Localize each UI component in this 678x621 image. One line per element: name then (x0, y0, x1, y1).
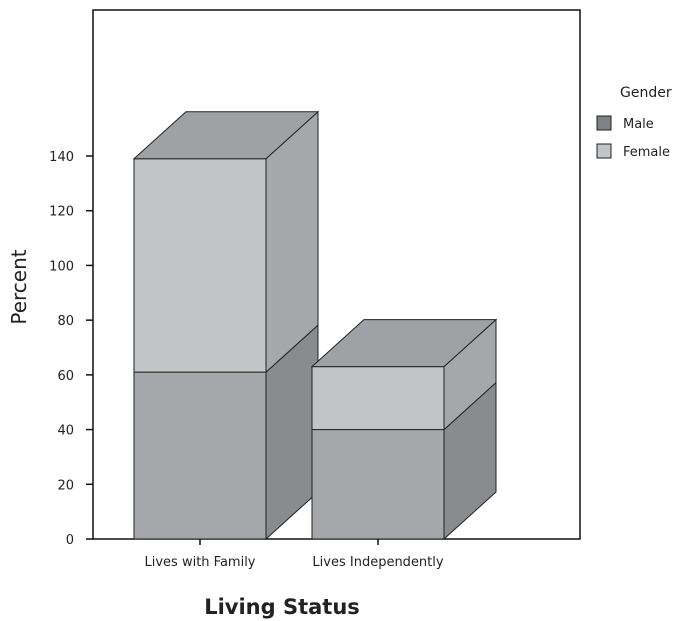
legend-item-female: Female (596, 143, 670, 160)
bar-segment-female-front (311, 366, 445, 431)
y-tick-label: 120 (49, 205, 74, 220)
bars-layer (132, 110, 498, 541)
y-tick-label: 60 (57, 369, 74, 384)
x-tick-label: Lives with Family (145, 555, 256, 570)
bar-top-face (132, 111, 320, 160)
y-tick-label: 100 (49, 259, 74, 274)
bar-segment-male-front (311, 429, 445, 540)
y-tick-label: 140 (49, 150, 74, 165)
bar-segment-male-front (133, 371, 267, 540)
legend-items: Male Female (596, 115, 670, 160)
legend-item-male: Male (596, 115, 654, 132)
bar-top-face (310, 319, 498, 368)
x-axis: Lives with Family Lives Independently (145, 539, 444, 570)
y-tick-label: 40 (57, 424, 74, 439)
legend-swatch (596, 115, 612, 131)
legend-label: Female (623, 145, 670, 160)
legend-label: Male (623, 117, 654, 132)
bar-lives-with-family (132, 110, 320, 541)
y-axis: 0 20 40 60 80 100 120 140 (49, 150, 93, 548)
y-axis-title: Percent (7, 249, 31, 324)
y-tick-label: 0 (66, 533, 74, 548)
legend-swatch (596, 143, 612, 159)
legend-title: Gender (620, 85, 672, 101)
y-tick-label: 80 (57, 314, 74, 329)
legend: Gender Male Female (596, 85, 672, 160)
y-tick-label: 20 (57, 478, 74, 493)
x-tick-label: Lives Independently (312, 555, 443, 570)
x-axis-title: Living Status (204, 595, 360, 619)
bar-lives-independently (310, 318, 498, 541)
bar-segment-female-front (133, 158, 267, 373)
